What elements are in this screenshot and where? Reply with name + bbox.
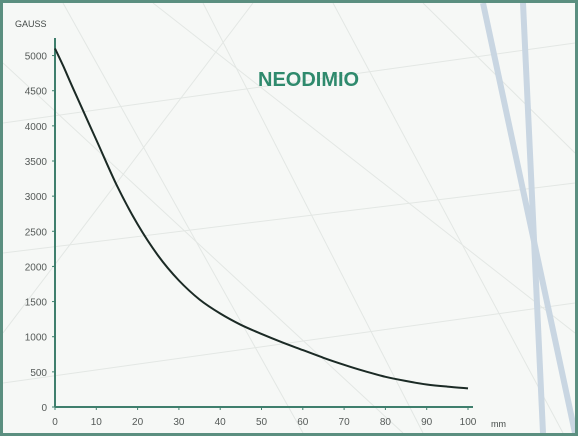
x-axis-label: mm bbox=[491, 419, 506, 429]
background-line bbox=[62, 3, 304, 433]
chart-axes bbox=[54, 38, 473, 408]
background-line bbox=[152, 3, 575, 334]
background-line bbox=[480, 3, 575, 433]
y-tick-label: 1500 bbox=[25, 298, 48, 309]
y-axis-label: GAUSS bbox=[15, 19, 47, 29]
background-line bbox=[202, 3, 424, 433]
y-tick-label: 5000 bbox=[25, 52, 48, 63]
y-tick-label: 1000 bbox=[25, 333, 48, 344]
background-line bbox=[3, 182, 575, 254]
y-tick-label: 3000 bbox=[25, 192, 48, 203]
y-tick-label: 4000 bbox=[25, 122, 48, 133]
y-tick-labels: 0 500 1000 1500 2000 2500 3000 3500 4000 4500 5000 bbox=[25, 52, 55, 414]
background-line bbox=[3, 42, 575, 124]
x-tick-label: 100 bbox=[460, 417, 477, 428]
x-tick-label: 30 bbox=[173, 417, 185, 428]
x-tick-label: 60 bbox=[297, 417, 309, 428]
background-line bbox=[3, 3, 254, 334]
background-line bbox=[3, 62, 404, 433]
x-tick-label: 20 bbox=[132, 417, 144, 428]
x-tick-label: 90 bbox=[421, 417, 433, 428]
chart-title: NEODIMIO bbox=[258, 69, 359, 91]
y-tick-label: 500 bbox=[30, 368, 47, 379]
y-tick-label: 3500 bbox=[25, 157, 48, 168]
background-line bbox=[332, 3, 564, 433]
background-line bbox=[3, 302, 575, 384]
y-tick-label: 4500 bbox=[25, 87, 48, 98]
y-tick-label: 2000 bbox=[25, 262, 48, 273]
background-pattern bbox=[3, 3, 575, 433]
x-tick-label: 80 bbox=[380, 417, 392, 428]
background-line bbox=[520, 3, 546, 433]
x-tick-label: 10 bbox=[91, 417, 103, 428]
chart-canvas: 0500100015002000250030003500400045005000… bbox=[3, 3, 575, 433]
x-tick-label: 50 bbox=[256, 417, 268, 428]
x-tick-label: 70 bbox=[339, 417, 351, 428]
series-line-gauss bbox=[54, 48, 469, 390]
x-tick-labels: 0 10 20 30 40 50 60 70 80 90 100 bbox=[52, 407, 477, 428]
x-tick-label: 40 bbox=[215, 417, 227, 428]
y-tick-label: 2500 bbox=[25, 227, 48, 238]
x-tick-label: 0 bbox=[52, 417, 58, 428]
y-tick-label: 0 bbox=[41, 403, 47, 414]
